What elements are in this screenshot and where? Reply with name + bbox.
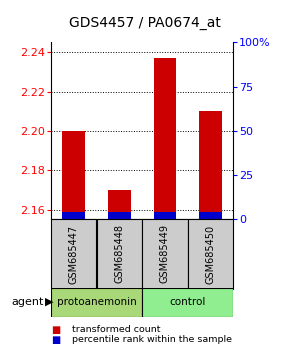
Bar: [199, 212, 222, 219]
Text: ■: ■: [51, 335, 60, 345]
Text: percentile rank within the sample: percentile rank within the sample: [72, 335, 233, 344]
Bar: [153, 58, 176, 219]
Bar: [108, 190, 131, 219]
Text: GSM685447: GSM685447: [69, 224, 79, 284]
Bar: [62, 131, 85, 219]
Bar: [199, 111, 222, 219]
Bar: [142, 288, 233, 317]
Text: ▶: ▶: [45, 297, 53, 307]
Bar: [188, 219, 233, 289]
Text: GSM685449: GSM685449: [160, 224, 170, 284]
Text: GDS4457 / PA0674_at: GDS4457 / PA0674_at: [69, 16, 221, 30]
Text: GSM685450: GSM685450: [206, 224, 215, 284]
Bar: [142, 219, 188, 289]
Bar: [51, 288, 142, 317]
Bar: [62, 212, 85, 219]
Bar: [108, 212, 131, 219]
Text: agent: agent: [12, 297, 44, 307]
Text: control: control: [170, 297, 206, 307]
Text: ■: ■: [51, 325, 60, 335]
Text: transformed count: transformed count: [72, 325, 161, 335]
Text: GSM685448: GSM685448: [114, 224, 124, 284]
Bar: [97, 219, 142, 289]
Text: protoanemonin: protoanemonin: [57, 297, 136, 307]
Bar: [153, 212, 176, 219]
Bar: [51, 219, 96, 289]
